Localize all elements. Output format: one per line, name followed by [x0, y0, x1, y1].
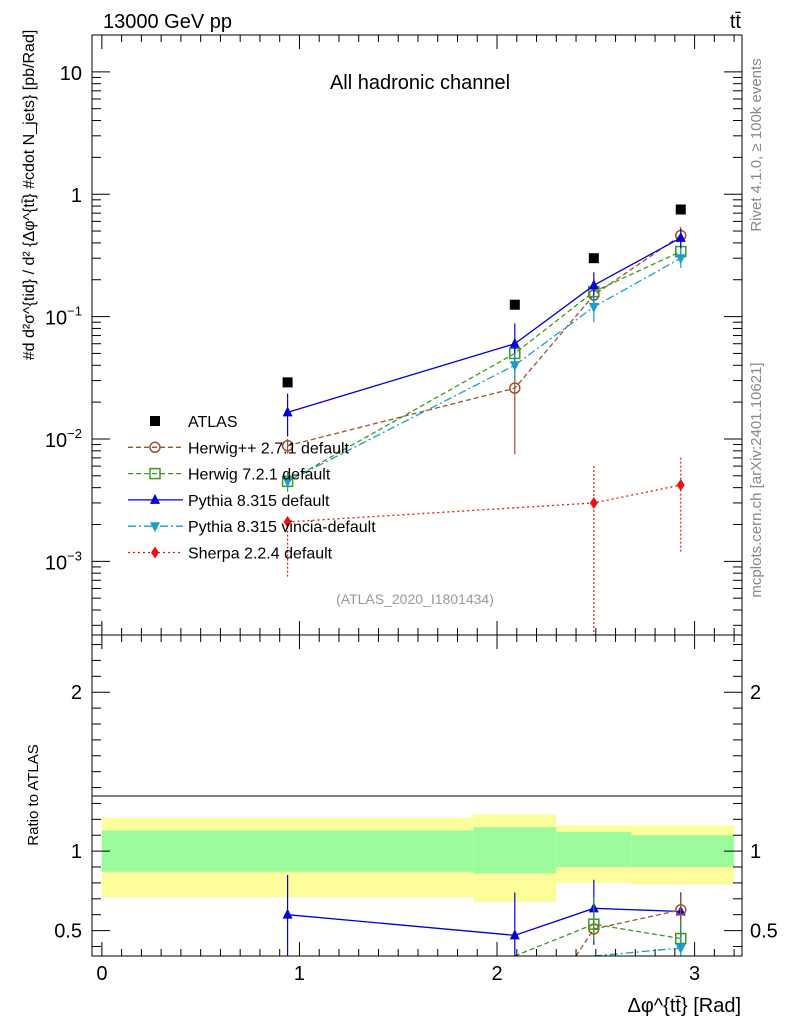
- ratio-inner-band: [556, 832, 632, 868]
- legend-pythia-8-315-vincia-default-marker: [150, 522, 160, 533]
- legend-pythia-8-315-vincia-default-label: Pythia 8.315 vincia-default: [188, 519, 376, 536]
- ratio-inner-band: [101, 830, 474, 872]
- legend-atlas-marker: [150, 416, 160, 426]
- ratio-pythia-8-315-default-line: [287, 907, 681, 937]
- legend-herwig-7-2-1-default-label: Herwig 7.2.1 default: [188, 467, 331, 484]
- legend-pythia-8-315-default-label: Pythia 8.315 default: [188, 493, 330, 510]
- ratio-panel-frame: [91, 634, 743, 957]
- x-tick-label: 0: [96, 963, 107, 985]
- herwig-2-7-1-default-point: [281, 439, 294, 452]
- x-axis-label: Δφ^{tt̄} [Rad]: [627, 995, 741, 1017]
- y-tick-label-ratio: 1: [71, 841, 82, 863]
- ratio-pythia-8-315-default-point: [282, 908, 293, 919]
- pythia-8-315-default-line: [287, 237, 682, 413]
- sherpa-2-2-4-default-line: [287, 484, 681, 523]
- atlas-point: [588, 253, 599, 264]
- mcplots-label: mcplots.cern.ch [arXiv:2401.10621]: [748, 362, 765, 597]
- y-tick-label: 10−2: [45, 426, 82, 452]
- ratio-pythia-8-315-vincia-default-line: [593, 947, 681, 956]
- legend-herwig-7-2-1-default-marker: [149, 467, 161, 480]
- pythia-8-315-vincia-default-point: [675, 254, 686, 265]
- pythia-8-315-vincia-default-point: [509, 361, 520, 372]
- herwig-7-2-1-default-line: [287, 250, 682, 482]
- pythia-8-315-vincia-default-line: [287, 257, 682, 482]
- process-label: tt̄: [730, 11, 742, 33]
- legend-sherpa-2-2-4-default-marker: [151, 546, 159, 559]
- pythia-8-315-default-point: [675, 231, 686, 242]
- y-tick-label: 10−1: [45, 304, 82, 330]
- sherpa-2-2-4-default-point: [283, 515, 292, 528]
- y-tick-label-ratio: 0.5: [54, 921, 82, 943]
- ratio-herwig-7-2-1-default-point: [588, 918, 600, 930]
- y-axis-label-main: #d d²σ^{tid} / d² {Δφ^{tt̄} #cdot N_jets…: [21, 30, 38, 361]
- atlas-point: [675, 204, 686, 215]
- ratio-uncertainty-bands: [101, 814, 735, 902]
- sherpa-2-2-4-default-point: [676, 479, 685, 492]
- x-tick-label: 1: [294, 963, 305, 985]
- ratio-pythia-8-315-vincia-default-point: [675, 944, 686, 955]
- x-tick-label: 3: [689, 963, 700, 985]
- herwig-2-7-1-default-line: [287, 234, 682, 447]
- legend-atlas-label: ATLAS: [188, 414, 238, 431]
- pythia-8-315-vincia-default-point: [282, 477, 293, 488]
- legend: ATLAS Herwig++ 2.7.1 default Herwig 7.2.1 …: [128, 414, 376, 563]
- legend-herwig-2-7-1-default-marker: [149, 441, 161, 454]
- axis-ticks-group: 0 1 2 3 10−3 10−2 10−1 1 10 0.5 0.5 1 1 2 2: [45, 34, 778, 985]
- y-axis-label-ratio: Ratio to ATLAS: [25, 744, 42, 845]
- channel-label: All hadronic channel: [330, 72, 510, 94]
- rivet-label: Rivet 4.1.0, ≥ 100k events: [748, 58, 765, 231]
- energy-label: 13000 GeV pp: [103, 11, 232, 33]
- ratio-herwig-7-2-1-default-line: [514, 923, 681, 956]
- y-tick-label-ratio-right: 1: [750, 841, 761, 863]
- pythia-8-315-default-point: [282, 406, 293, 417]
- pythia-8-315-default-point: [509, 337, 520, 348]
- y-tick-label: 10: [60, 63, 82, 85]
- ratio-herwig-2-7-1-default-point: [675, 904, 687, 916]
- ratio-pythia-8-315-default-point: [509, 929, 520, 940]
- atlas-point: [509, 299, 520, 310]
- y-tick-label: 1: [71, 185, 82, 207]
- atlas-point: [282, 377, 293, 388]
- y-tick-label-ratio: 2: [71, 682, 82, 704]
- legend-herwig-2-7-1-default-label: Herwig++ 2.7.1 default: [188, 440, 350, 457]
- legend-pythia-8-315-default-marker: [150, 493, 160, 504]
- y-tick-label-ratio-right: 2: [750, 682, 761, 704]
- main-series-group: [281, 204, 687, 635]
- pythia-8-315-default-point: [588, 279, 599, 290]
- legend-sherpa-2-2-4-default-label: Sherpa 2.2.4 default: [188, 546, 333, 563]
- pythia-8-315-vincia-default-point: [588, 302, 599, 313]
- y-tick-label-ratio-right: 0.5: [750, 921, 778, 943]
- analysis-id: (ATLAS_2020_I1801434): [336, 591, 494, 607]
- ratio-inner-band: [473, 827, 557, 874]
- x-tick-label: 2: [491, 963, 502, 985]
- sherpa-2-2-4-default-point: [589, 496, 598, 509]
- ratio-inner-band: [631, 835, 735, 868]
- y-tick-label: 10−3: [45, 548, 82, 574]
- herwig-2-7-1-default-point: [509, 382, 521, 394]
- ratio-series-group: [282, 874, 687, 956]
